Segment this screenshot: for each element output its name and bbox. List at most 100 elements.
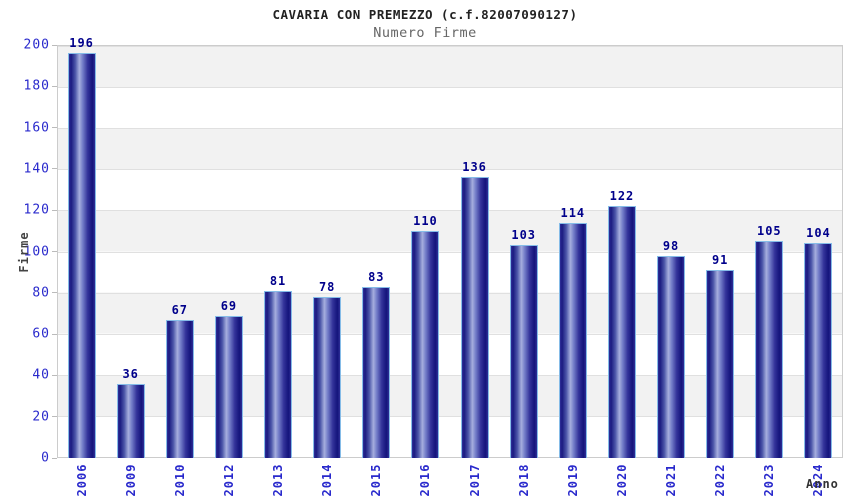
y-axis-title: Firme (17, 231, 31, 273)
x-axis-title: Anno (806, 477, 839, 491)
bar-2009 (116, 383, 145, 458)
bar-2020 (607, 206, 636, 458)
bar-value-label: 196 (69, 36, 94, 51)
x-tick-label: 2009 (123, 463, 138, 497)
bar-value-label: 136 (462, 160, 487, 175)
chart-subtitle: Numero Firme (373, 25, 477, 41)
bar-slot: 36 2009 (106, 45, 155, 496)
bar-value-label: 81 (269, 273, 287, 288)
bar-slot: 103 2018 (499, 45, 548, 496)
bar-slot: 114 2019 (548, 45, 597, 496)
gridline (58, 374, 842, 376)
bar-slot: 110 2016 (401, 45, 450, 496)
gridline (58, 87, 842, 89)
bar-slot: 67 2010 (155, 45, 204, 496)
bar-2018 (509, 245, 538, 458)
gridline (58, 333, 842, 335)
bar-value-label: 67 (171, 302, 189, 317)
bar-2019 (558, 222, 587, 458)
bar-2014 (313, 296, 342, 458)
bar-2017 (460, 177, 489, 458)
y-tick-label: 0 (41, 450, 50, 466)
bar-value-label: 91 (711, 253, 729, 268)
y-tick-mark (52, 85, 57, 87)
x-tick-label: 2010 (172, 463, 187, 497)
y-tick-label: 140 (23, 161, 50, 177)
bar-value-label: 122 (609, 189, 635, 204)
bar-2016 (411, 230, 440, 458)
y-tick-label: 100 (23, 244, 50, 259)
x-tick-label: 2021 (664, 463, 679, 497)
bar-value-label: 105 (756, 224, 782, 239)
bar-slot: 69 2012 (204, 45, 253, 496)
x-tick-label: 2012 (221, 463, 236, 497)
bar-slot: 83 2015 (352, 45, 401, 496)
bar-slot: 122 2020 (597, 45, 646, 496)
x-tick-label: 2018 (516, 463, 531, 497)
bar-2006 (67, 53, 96, 458)
gridline (58, 169, 842, 171)
y-tick-label: 40 (32, 367, 50, 383)
x-tick-label: 2022 (713, 463, 728, 497)
x-tick-label: 2006 (74, 463, 89, 497)
bar-value-label: 83 (368, 269, 385, 284)
y-tick-mark (52, 251, 57, 252)
y-tick-label: 20 (32, 409, 50, 425)
y-axis: 0 20 40 60 80 100 120 140 160 180 200 (0, 38, 57, 466)
y-tick-label: 60 (32, 326, 50, 342)
chart-title: CAVARIA CON PREMEZZO (c.f.82007090127) (272, 7, 578, 22)
bar-value-label: 36 (122, 366, 139, 381)
y-tick-mark (52, 416, 57, 418)
y-tick-mark (52, 374, 57, 376)
x-tick-label: 2023 (762, 463, 777, 497)
gridline (58, 415, 842, 417)
bar-value-label: 114 (560, 205, 586, 220)
bar-slot: 136 2017 (450, 45, 499, 496)
x-tick-label: 2015 (369, 463, 384, 497)
bar-2022 (706, 270, 735, 458)
bar-slot: 196 2006 (57, 36, 106, 496)
y-tick-label: 80 (32, 285, 50, 301)
x-tick-label: 2017 (467, 463, 482, 497)
gridline (58, 210, 842, 212)
bar-value-label: 98 (662, 238, 680, 253)
bar-slot: 98 2021 (647, 45, 696, 496)
x-tick-label: 2013 (271, 463, 286, 497)
bar-value-label: 78 (318, 279, 336, 294)
bar-slot: 78 2014 (303, 45, 352, 496)
bar-2013 (264, 290, 293, 458)
bar-slot: 105 2023 (745, 45, 794, 496)
x-tick-label: 2016 (418, 463, 433, 497)
y-tick-label: 200 (23, 37, 50, 53)
bar-value-label: 69 (220, 298, 238, 313)
y-tick-label: 180 (23, 78, 50, 94)
bar-slot: 104 2024 (794, 45, 843, 496)
y-tick-mark (52, 127, 57, 129)
y-tick-mark (52, 168, 57, 170)
y-tick-mark (52, 292, 57, 294)
gridline (58, 46, 842, 47)
gridline (58, 251, 842, 253)
x-tick-label: 2014 (320, 463, 335, 497)
y-tick-mark (52, 333, 57, 335)
bar-2021 (657, 255, 686, 458)
bar-2024 (804, 243, 833, 458)
bar-value-label: 103 (511, 228, 537, 243)
y-tick-mark (52, 457, 57, 459)
gridline (58, 292, 842, 294)
y-tick-label: 160 (23, 120, 50, 136)
gridline (58, 128, 842, 130)
y-tick-mark (52, 209, 57, 211)
bar-2012 (214, 315, 243, 458)
bar-value-label: 110 (413, 213, 438, 228)
bar-2023 (755, 241, 784, 458)
y-tick-label: 120 (23, 202, 50, 218)
y-tick-mark (52, 44, 57, 46)
bar-slot: 91 2022 (696, 45, 745, 496)
bar-slot: 81 2013 (254, 45, 303, 496)
bar-2010 (165, 319, 194, 458)
bar-2015 (362, 286, 391, 458)
bars-layer: 196 2006 36 2009 67 2010 69 2012 81 2013 78 2014 83 2… (57, 36, 843, 496)
x-tick-label: 2020 (614, 463, 629, 497)
